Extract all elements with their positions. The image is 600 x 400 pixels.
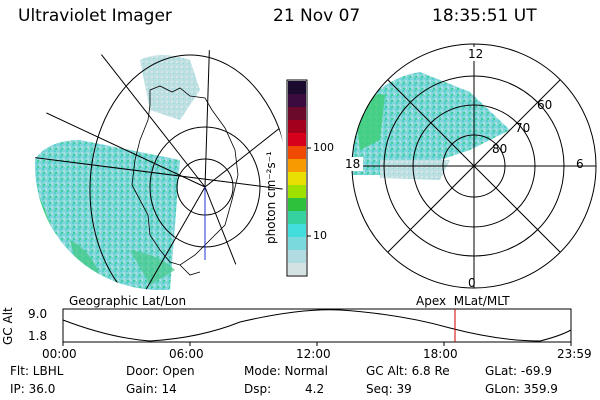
altitude-xtick-0600: 06:00 — [169, 347, 204, 361]
altitude-plot — [62, 308, 572, 346]
altitude-xtick-1800: 18:00 — [423, 347, 458, 361]
altitude-ytick-1-8: 1.8 — [28, 329, 48, 343]
altitude-xtick-0000: 00:00 — [42, 347, 77, 361]
status-glon: GLon: 359.9 — [485, 382, 558, 396]
status-ip: IP: 36.0 — [10, 382, 56, 396]
mlt-label-6: 6 — [576, 157, 584, 171]
colorbar-tick-100: 100 — [313, 141, 334, 154]
time-label: 18:35:51 UT — [432, 6, 537, 26]
mlt-label-18: 18 — [345, 157, 361, 171]
polar-plot — [352, 72, 510, 180]
polar-grid — [351, 43, 597, 289]
status-glat: GLat: -69.9 — [485, 364, 552, 378]
mlat-label-70: 70 — [515, 121, 531, 135]
dayglow-region — [140, 55, 200, 120]
altitude-ylabel: GC Alt — [1, 307, 15, 345]
mlat-label-80: 80 — [492, 142, 508, 156]
status-gain: Gain: 14 — [126, 382, 177, 396]
status-gc-alt: GC Alt: 6.8 Re — [366, 364, 450, 378]
mlt-label-0: 0 — [468, 276, 476, 290]
colorbar — [286, 79, 311, 277]
status-door: Door: Open — [126, 364, 195, 378]
altitude-curve — [62, 309, 572, 342]
colorbar-unit-label: photon cm⁻²s⁻¹ — [264, 151, 278, 244]
status-dsp-label: Dsp: — [244, 382, 272, 396]
left-map-label: Geographic Lat/Lon — [69, 294, 187, 308]
mlt-label-12: 12 — [468, 47, 484, 61]
altitude-ytick-9: 9.0 — [28, 307, 48, 321]
right-polar-label: Apex MLat/MLT — [416, 294, 510, 308]
continent-outline — [131, 85, 239, 266]
status-mode: Mode: Normal — [244, 364, 328, 378]
altitude-xtick-2359: 23:59 — [557, 347, 592, 361]
colorbar-tick-10: 10 — [313, 229, 327, 242]
geographic-map — [35, 40, 285, 290]
status-dsp-value: 4.2 — [305, 382, 325, 396]
date-label: 21 Nov 07 — [273, 6, 361, 26]
instrument-title: Ultraviolet Imager — [18, 6, 172, 26]
mlat-label-60: 60 — [537, 98, 553, 112]
status-filter: Flt: LBHL — [10, 364, 64, 378]
status-seq: Seq: 39 — [366, 382, 412, 396]
altitude-xtick-1200: 12:00 — [296, 347, 331, 361]
